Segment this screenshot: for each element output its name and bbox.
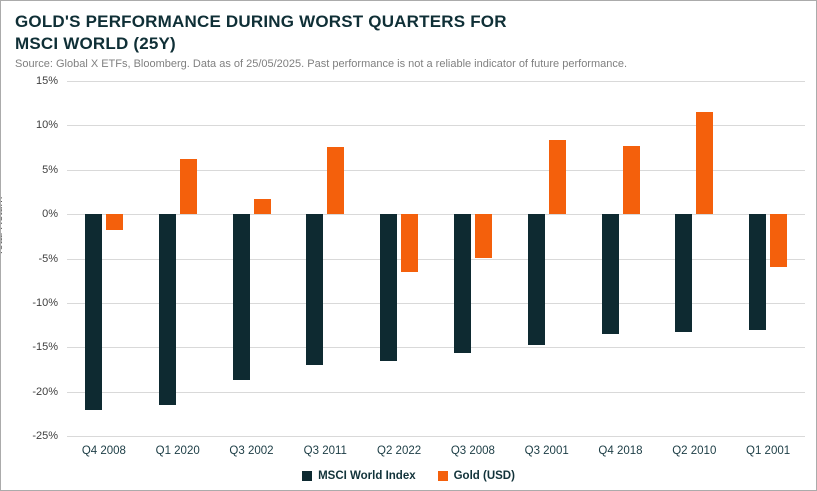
gridline [67, 81, 805, 82]
legend-swatch-gold-icon [437, 471, 448, 481]
gridline [67, 391, 805, 393]
bar-msci [749, 214, 767, 331]
y-tick-label: 15% [35, 75, 58, 87]
chart-title-line1: GOLD'S PERFORMANCE DURING WORST QUARTERS… [15, 12, 507, 31]
bar-msci [675, 214, 693, 333]
x-category-label: Q2 2022 [377, 445, 422, 457]
bar-msci [453, 214, 471, 353]
x-category-label: Q1 2020 [155, 445, 200, 457]
x-category-label: Q1 2001 [746, 445, 791, 457]
gridline [67, 169, 805, 171]
bar-msci [306, 214, 324, 365]
y-tick-label: 0% [42, 208, 58, 221]
legend-item-msci: MSCI World Index [302, 470, 416, 482]
bar-gold [401, 214, 419, 272]
chart-header: GOLD'S PERFORMANCE DURING WORST QUARTERS… [15, 11, 802, 71]
legend-swatch-msci-icon [302, 471, 313, 481]
gridline [67, 302, 805, 304]
plot-area: 15% 10% 5% 0% -5% -10% -15% -20% -25% Q4 2008 Q1 2… [32, 75, 805, 457]
legend-label-gold: Gold (USD) [453, 470, 515, 482]
y-tick-label: -25% [32, 430, 58, 442]
bar-gold [105, 214, 123, 231]
bar-msci [601, 214, 619, 334]
chart-title-line2: MSCI WORLD (25Y) [15, 33, 176, 53]
x-category-label: Q4 2018 [598, 445, 643, 457]
bar-gold [622, 145, 640, 215]
y-tick-label: 10% [35, 119, 58, 132]
chart-title: GOLD'S PERFORMANCE DURING WORST QUARTERS… [15, 11, 802, 55]
bar-gold [548, 140, 566, 215]
x-category-label: Q3 2011 [303, 445, 347, 457]
bar-gold [696, 112, 714, 215]
x-category-label: Q4 2008 [81, 445, 126, 457]
y-tick-label: -15% [32, 341, 58, 354]
gridline [67, 436, 805, 437]
bar-gold [253, 199, 271, 215]
gridline [67, 347, 805, 349]
gridline [67, 125, 805, 127]
y-tick-label: -20% [32, 385, 58, 398]
bar-gold [474, 214, 492, 258]
gridline [67, 214, 805, 216]
legend-label-msci: MSCI World Index [318, 470, 416, 482]
x-category-label: Q2 2010 [672, 445, 717, 457]
bar-gold [327, 146, 345, 215]
y-tick-label: -5% [38, 252, 58, 265]
bar-msci [527, 214, 545, 345]
x-category-label: Q3 2002 [229, 445, 274, 457]
bar-msci [380, 214, 398, 362]
bar-msci [84, 214, 102, 411]
gridline [67, 258, 805, 260]
bar-msci [232, 214, 250, 381]
x-category-label: Q3 2001 [524, 445, 569, 457]
source-note: Source: Global X ETFs, Bloomberg. Data a… [15, 57, 628, 70]
bar-gold [770, 214, 788, 268]
y-tick-label: 5% [42, 163, 58, 176]
legend-item-gold: Gold (USD) [437, 470, 515, 482]
legend: MSCI World Index Gold (USD) [1, 470, 816, 482]
x-category-label: Q3 2008 [450, 445, 495, 457]
bar-msci [158, 214, 176, 405]
bar-gold [179, 159, 197, 215]
y-tick-label: -10% [32, 296, 58, 309]
y-axis-title: Total Return [0, 196, 5, 256]
